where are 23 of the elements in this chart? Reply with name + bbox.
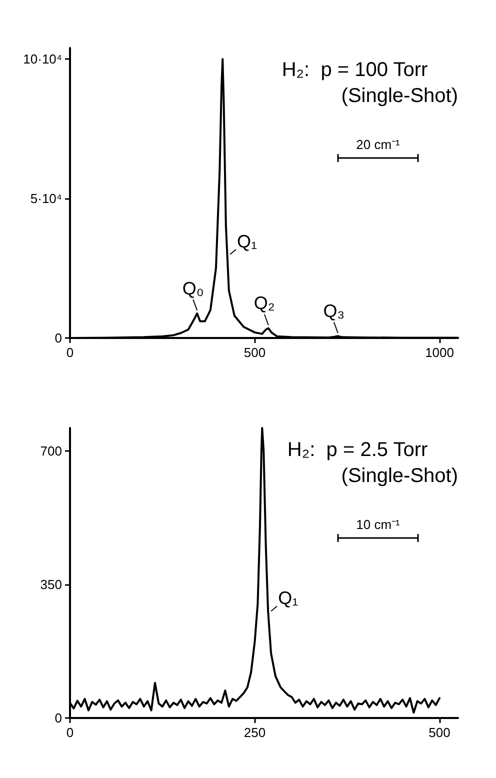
x-tick-label: 0 xyxy=(66,725,74,740)
y-tick-label: 5·10⁴ xyxy=(30,191,62,206)
annotation: Q₁ xyxy=(278,588,298,608)
annotation: 10 cm⁻¹ xyxy=(356,517,401,532)
x-tick-label: 0 xyxy=(66,345,74,360)
annotation: H₂: p = 100 Torr xyxy=(282,59,428,81)
y-tick-label: 0 xyxy=(54,710,62,726)
y-tick-label: 700 xyxy=(40,443,62,458)
y-tick-label: 10·10⁴ xyxy=(23,52,62,67)
annotation: Q₁ xyxy=(237,231,258,252)
annotation: Q₀ xyxy=(182,278,204,298)
annotation: (Single-Shot) xyxy=(341,85,458,107)
x-tick-label: 500 xyxy=(428,725,450,740)
y-tick-label: 350 xyxy=(40,576,62,592)
x-tick-label: 250 xyxy=(244,725,266,740)
annotation: H₂: p = 2.5 Torr xyxy=(287,439,428,461)
x-tick-label: 500 xyxy=(244,345,266,360)
annotation: Q₃ xyxy=(323,301,345,322)
annotation: (Single-Shot) xyxy=(341,465,458,487)
y-tick-label: 0 xyxy=(54,330,62,346)
annotation: Q₂ xyxy=(254,293,275,314)
x-tick-label: 1000 xyxy=(425,345,454,360)
annotation: 20 cm⁻¹ xyxy=(356,137,401,152)
